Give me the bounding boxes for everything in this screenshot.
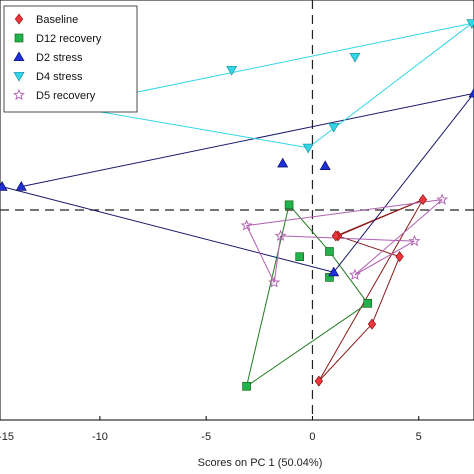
series-connector-line — [246, 199, 443, 227]
legend-box — [3, 5, 138, 113]
data-point — [395, 251, 404, 263]
x-axis-title: Scores on PC 1 (50.04%) — [198, 457, 323, 469]
data-point — [242, 381, 251, 391]
connector-lines — [2, 22, 474, 387]
series-connector-line — [335, 199, 424, 237]
data-point — [408, 234, 421, 247]
data-point — [226, 65, 238, 76]
series-connector-line — [354, 240, 415, 276]
series-connector-line — [246, 204, 290, 387]
data-point — [240, 219, 253, 231]
legend-marker — [13, 71, 25, 82]
legend-label: D12 recovery — [36, 33, 102, 45]
data-point — [331, 230, 340, 242]
data-point — [268, 276, 281, 288]
series-connector-line — [246, 302, 369, 387]
series-connector-line — [371, 256, 401, 325]
series-connector-line — [288, 204, 330, 252]
legend-marker — [13, 51, 25, 62]
data-point — [349, 52, 361, 63]
legend-marker — [14, 33, 24, 43]
x-tick-label: -10 — [92, 431, 108, 443]
data-point — [274, 229, 287, 241]
series-connector-line — [333, 93, 474, 273]
x-tick-label: 5 — [416, 431, 422, 443]
data-point — [328, 122, 340, 133]
legend-label: D4 stress — [36, 71, 83, 83]
series-connector-line — [318, 199, 424, 382]
legend-label: D2 stress — [36, 52, 83, 64]
x-tick-label: -15 — [0, 431, 14, 443]
series-connector-line — [67, 105, 309, 149]
data-point — [436, 193, 449, 205]
series-connector-line — [318, 323, 373, 382]
x-tick-label: 0 — [309, 431, 315, 443]
legend-marker — [13, 88, 25, 100]
data-markers — [0, 19, 474, 391]
data-point — [349, 268, 361, 280]
series-connector-line — [337, 235, 400, 258]
series-connector-line — [354, 199, 443, 276]
series-connector-line — [329, 251, 369, 304]
data-point — [319, 160, 331, 170]
data-point — [0, 181, 8, 191]
data-point — [328, 266, 340, 277]
x-axis-ticks: -15 -10 -5 0 5 — [0, 416, 422, 443]
series-connector-line — [246, 225, 275, 283]
data-point — [284, 200, 294, 210]
data-point — [418, 194, 428, 206]
data-point — [363, 299, 373, 308]
legend-label: Baseline — [36, 14, 78, 26]
legend-marker — [14, 13, 24, 25]
legend: Baseline D12 recovery D2 stress D4 stress D5… — [3, 5, 138, 113]
series-connector-line — [280, 235, 415, 242]
data-point — [325, 247, 334, 256]
reference-lines — [0, 0, 474, 420]
data-point — [468, 87, 474, 98]
series-connector-line — [273, 235, 282, 283]
data-point — [314, 375, 323, 387]
series-connector-line — [21, 92, 474, 188]
x-tick-label: -5 — [201, 431, 211, 443]
series-connector-line — [2, 186, 334, 273]
data-point — [277, 157, 289, 168]
data-point — [367, 318, 377, 330]
data-point — [325, 273, 334, 282]
data-point — [295, 252, 305, 261]
data-point — [15, 181, 27, 191]
data-point — [466, 19, 474, 29]
legend-label: D5 recovery — [36, 90, 96, 102]
data-point — [302, 143, 314, 154]
